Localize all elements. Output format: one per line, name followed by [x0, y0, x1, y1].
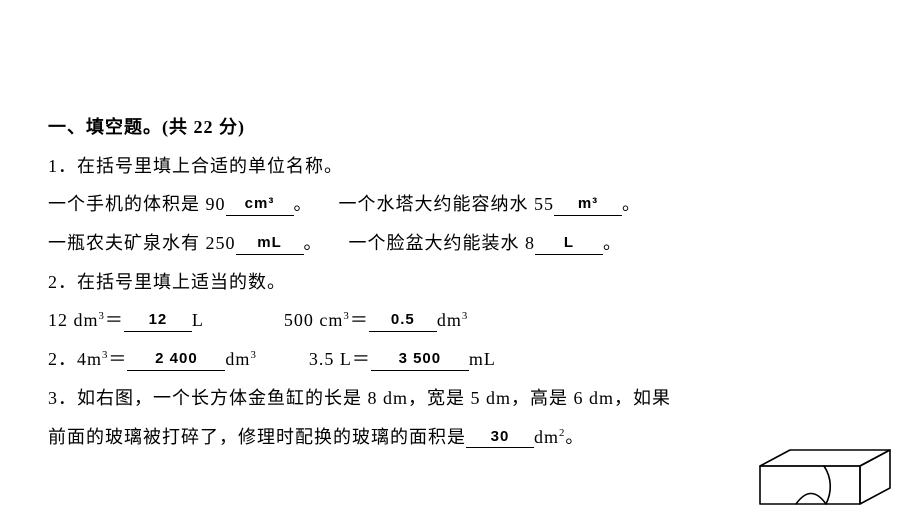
q2-line2: 2．4m3＝2 400dm33.5 L＝3 500mL: [48, 340, 872, 379]
q3-text-b: dm: [534, 427, 559, 447]
q1-line2: 一瓶农夫矿泉水有 250mL。一个脸盆大约能装水 8L。: [48, 224, 872, 263]
q1-ans-4: L: [564, 234, 574, 251]
q1-ans-1: cm³: [245, 195, 275, 212]
q1-text-2a: 一瓶农夫矿泉水有 250: [48, 233, 236, 253]
q1-blank-4: L: [535, 234, 603, 255]
q2-eq1-left: 12 dm: [48, 310, 99, 330]
worksheet-page: 一、填空题。(共 22 分) 1．在括号里填上合适的单位名称。 一个手机的体积是…: [0, 0, 920, 456]
q2-blank-1: 12: [124, 311, 192, 332]
q2-eq1-right: L: [192, 310, 204, 330]
q2-ans-3: 2 400: [155, 350, 198, 367]
q1-blank-2: m³: [554, 195, 622, 216]
q1-text-2b: 一个脸盆大约能装水 8: [349, 233, 536, 253]
q1-ans-2: m³: [578, 195, 598, 212]
q1-text-1b: 一个水塔大约能容纳水 55: [339, 194, 555, 214]
q3-text-a: 前面的玻璃被打碎了，修理时配换的玻璃的面积是: [48, 427, 466, 447]
q3-ans: 30: [491, 428, 510, 445]
q2-eq4-right: mL: [469, 349, 496, 369]
cuboid-figure: [756, 448, 896, 508]
q2-blank-4: 3 500: [371, 350, 469, 371]
q3-blank: 30: [466, 428, 534, 449]
q2-prompt: 2．在括号里填上适当的数。: [48, 263, 872, 302]
q2-eq4-left: 3.5 L＝: [309, 349, 371, 369]
q2-line1: 12 dm3＝12L500 cm3＝0.5dm3: [48, 301, 872, 340]
q2-ans-2: 0.5: [391, 311, 415, 328]
q1-text-1a: 一个手机的体积是 90: [48, 194, 226, 214]
q2-eq2-left: 500 cm: [284, 310, 344, 330]
q1-blank-3: mL: [236, 234, 304, 255]
q2-ans-1: 12: [149, 311, 168, 328]
q1-ans-3: mL: [257, 234, 282, 251]
q2-blank-3: 2 400: [127, 350, 225, 371]
q1-blank-1: cm³: [226, 195, 294, 216]
q2-blank-2: 0.5: [369, 311, 437, 332]
q1-line1: 一个手机的体积是 90cm³。一个水塔大约能容纳水 55m³。: [48, 185, 872, 224]
q2-ans-4: 3 500: [399, 350, 442, 367]
q3-line1: 3．如右图，一个长方体金鱼缸的长是 8 dm，宽是 5 dm，高是 6 dm，如…: [48, 379, 872, 418]
q2-eq2-right: dm: [437, 310, 462, 330]
section-heading: 一、填空题。(共 22 分): [48, 108, 872, 147]
q1-prompt: 1．在括号里填上合适的单位名称。: [48, 147, 872, 186]
q2-eq3-left: 2．4m: [48, 349, 102, 369]
q2-eq3-right: dm: [225, 349, 250, 369]
q3-line2: 前面的玻璃被打碎了，修理时配换的玻璃的面积是30dm2。: [48, 418, 872, 457]
